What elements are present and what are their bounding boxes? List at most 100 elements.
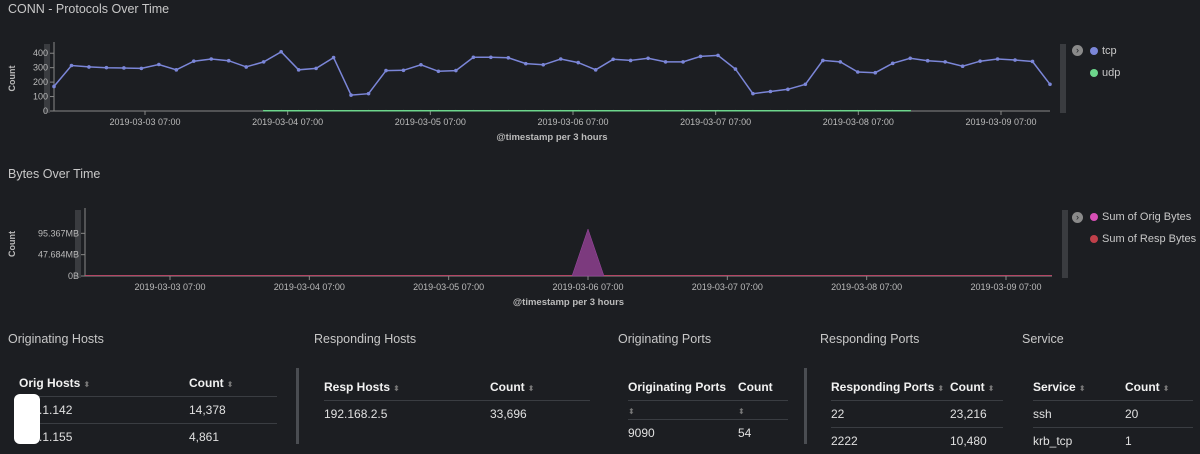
data-point-udp	[560, 110, 562, 112]
legend-item-orig-bytes[interactable]: Sum of Orig Bytes	[1090, 206, 1196, 228]
column-header-resp-hosts[interactable]: Resp Hosts⬍	[324, 380, 490, 401]
data-point-tcp	[716, 54, 720, 58]
data-point-tcp	[856, 70, 860, 74]
column-header-count[interactable]: Count⬍	[189, 376, 277, 397]
sort-icon[interactable]: ⬍	[738, 407, 745, 416]
service-title: Service	[1022, 332, 1064, 346]
resp-ports-title: Responding Ports	[820, 332, 919, 346]
orig-host-cell[interactable]: 192.1.155	[19, 424, 189, 451]
service-cell[interactable]: krb_tcp	[1033, 428, 1125, 454]
data-point-tcp	[611, 57, 615, 61]
x-tick-label: 2019-03-09 07:00	[965, 117, 1036, 127]
sort-icon[interactable]: ⬍	[227, 380, 234, 389]
legend-toggle-icon[interactable]: ›	[1072, 45, 1083, 56]
data-point-tcp	[804, 82, 808, 86]
legend-dot-icon	[1090, 69, 1098, 77]
x-tick-label: 2019-03-04 07:00	[274, 282, 345, 292]
sort-icon[interactable]: ⬍	[988, 384, 995, 393]
data-point-tcp	[839, 60, 843, 64]
data-point-tcp	[961, 64, 965, 68]
orig-hosts-table: Orig Hosts⬍ Count⬍ 192.1.142 14,378 192.…	[19, 376, 277, 450]
data-point-tcp	[140, 67, 144, 71]
column-header-count[interactable]: Count⬍	[950, 380, 1003, 401]
resp-host-cell[interactable]: 192.168.2.5	[324, 401, 490, 428]
count-cell: 23,216	[950, 401, 1003, 428]
count-cell: 4,861	[189, 424, 277, 451]
service-cell[interactable]: ssh	[1033, 401, 1125, 428]
x-tick-label: 2019-03-08 07:00	[831, 282, 902, 292]
x-tick-label: 2019-03-03 07:00	[109, 117, 180, 127]
data-point-udp	[525, 110, 527, 112]
table-row: 22 23,216	[831, 401, 1003, 428]
data-point-tcp	[1013, 58, 1017, 62]
data-point-tcp	[402, 68, 406, 72]
orig-ports-table: Originating Ports Count ⬍ ⬍ 9090 54	[628, 380, 788, 446]
count-cell: 14,378	[189, 397, 277, 424]
bytes-legend: Sum of Orig Bytes Sum of Resp Bytes	[1090, 206, 1196, 250]
legend-item-resp-bytes[interactable]: Sum of Resp Bytes	[1090, 228, 1196, 250]
data-point-tcp	[157, 63, 161, 67]
sort-icon[interactable]: ⬍	[528, 384, 535, 393]
count-cell: 20	[1125, 401, 1193, 428]
sort-icon[interactable]: ⬍	[937, 384, 944, 393]
data-point-udp	[682, 110, 684, 112]
sort-icon[interactable]: ⬍	[1079, 384, 1086, 393]
resp-hosts-title: Responding Hosts	[314, 332, 416, 346]
legend-item-udp[interactable]: udp	[1090, 62, 1120, 84]
legend-item-tcp[interactable]: tcp	[1090, 40, 1120, 62]
table-scrollbar[interactable]	[296, 368, 299, 444]
data-point-tcp	[87, 65, 91, 69]
y-tick-label: 200	[33, 77, 48, 87]
column-header-count[interactable]: Count	[738, 380, 788, 401]
sort-cell[interactable]: ⬍	[738, 401, 788, 420]
data-point-tcp	[384, 69, 388, 73]
data-point-tcp	[734, 67, 738, 71]
table-scrollbar[interactable]	[804, 368, 807, 444]
y-tick-label: 95.367MB	[38, 228, 79, 238]
data-point-tcp	[996, 57, 1000, 61]
y-tick-label: 100	[33, 92, 48, 102]
column-header-count[interactable]: Count⬍	[490, 380, 590, 401]
data-point-tcp	[279, 50, 283, 54]
resp-port-cell[interactable]: 2222	[831, 428, 950, 454]
data-point-udp	[717, 110, 719, 112]
data-point-tcp	[769, 90, 773, 94]
orig-ports-title: Originating Ports	[618, 332, 711, 346]
data-point-udp	[542, 110, 544, 112]
data-point-udp	[770, 110, 772, 112]
sort-icon[interactable]: ⬍	[83, 380, 90, 389]
sort-cell[interactable]: ⬍	[628, 401, 738, 420]
resp-port-cell[interactable]: 22	[831, 401, 950, 428]
column-header-orig-hosts[interactable]: Orig Hosts⬍	[19, 376, 189, 397]
data-point-tcp	[1048, 82, 1052, 86]
data-point-tcp	[646, 56, 650, 60]
column-header-count[interactable]: Count⬍	[1125, 380, 1193, 401]
orig-port-cell[interactable]: 9090	[628, 420, 738, 447]
x-axis-title: @timestamp per 3 hours	[513, 297, 624, 308]
sort-icon[interactable]: ⬍	[1163, 384, 1170, 393]
data-point-tcp	[821, 59, 825, 63]
sort-icon[interactable]: ⬍	[393, 384, 400, 393]
data-point-tcp	[472, 55, 476, 59]
count-cell: 54	[738, 420, 788, 447]
table-row: 192.168.2.5 33,696	[324, 401, 590, 428]
column-header-resp-ports[interactable]: Responding Ports⬍	[831, 380, 950, 401]
y-tick-label: 0	[43, 106, 48, 116]
y-tick-label: 400	[33, 48, 48, 58]
data-point-tcp	[978, 59, 982, 63]
data-point-tcp	[507, 56, 511, 60]
resp-hosts-table: Resp Hosts⬍ Count⬍ 192.168.2.5 33,696	[324, 380, 590, 427]
orig-host-cell[interactable]: 192.1.142	[19, 397, 189, 424]
x-tick-label: 2019-03-03 07:00	[134, 282, 205, 292]
column-header-orig-ports[interactable]: Originating Ports	[628, 380, 738, 401]
column-header-service[interactable]: Service⬍	[1033, 380, 1125, 401]
data-point-udp	[752, 110, 754, 112]
sort-icon[interactable]: ⬍	[628, 407, 635, 416]
data-point-tcp	[367, 92, 371, 96]
data-point-tcp	[594, 68, 598, 72]
legend-toggle-icon[interactable]: ›	[1072, 212, 1083, 223]
data-point-udp	[508, 110, 510, 112]
table-row: 9090 54	[628, 420, 788, 447]
data-point-udp	[822, 110, 824, 112]
data-point-udp	[787, 110, 789, 112]
